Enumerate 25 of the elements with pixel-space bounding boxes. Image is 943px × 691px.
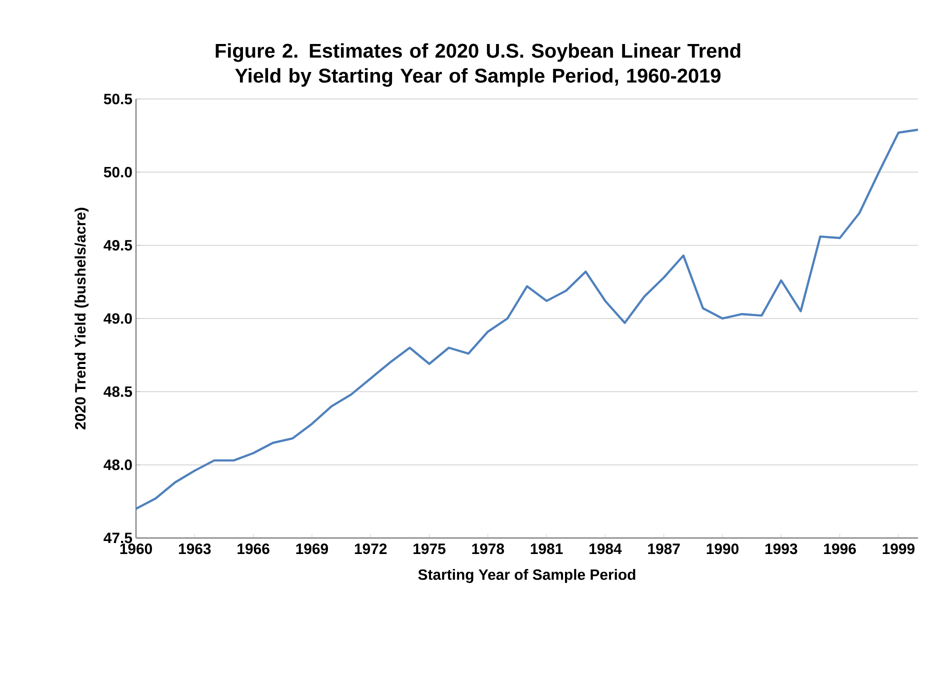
x-tick-label: 1975 [414, 544, 446, 554]
line-series [136, 128, 918, 510]
x-tick-label: 1984 [590, 544, 622, 554]
x-tick-label: 1978 [472, 544, 504, 554]
x-tick-label: 1993 [765, 544, 798, 554]
x-axis-title: Starting Year of Sample Period [418, 568, 636, 583]
y-tick-label: 49.0 [104, 313, 132, 324]
y-axis-title: 2020 Trend Yield (bushels/acre) [74, 208, 89, 430]
x-tick-label: 1960 [120, 544, 152, 554]
x-tick-label: 1981 [530, 544, 563, 554]
x-tick-label: 1972 [354, 544, 387, 554]
y-tick-label: 47.5 [104, 532, 132, 544]
x-tick-label: 1966 [238, 544, 270, 554]
y-tick-label: 49.5 [104, 240, 132, 251]
chart-title: Figure 2. Estimates of 2020 U.S. Soybean Linear Trend Yield by Starting Year of Sample Period, 1960-2019 [216, 43, 740, 87]
x-tick-label: 1969 [296, 544, 328, 554]
x-tick-label: 1963 [178, 544, 211, 554]
x-tick-label: 1987 [648, 544, 680, 554]
x-tick-label: 1990 [706, 544, 739, 554]
y-tick-label: 50.0 [104, 166, 132, 178]
x-tick-label: 1999 [882, 544, 915, 554]
y-tick-label: 50.5 [104, 94, 132, 104]
y-tick-label: 48.5 [104, 386, 132, 397]
x-tick-label: 1996 [824, 544, 856, 554]
y-tick-label: 48.0 [104, 460, 132, 470]
